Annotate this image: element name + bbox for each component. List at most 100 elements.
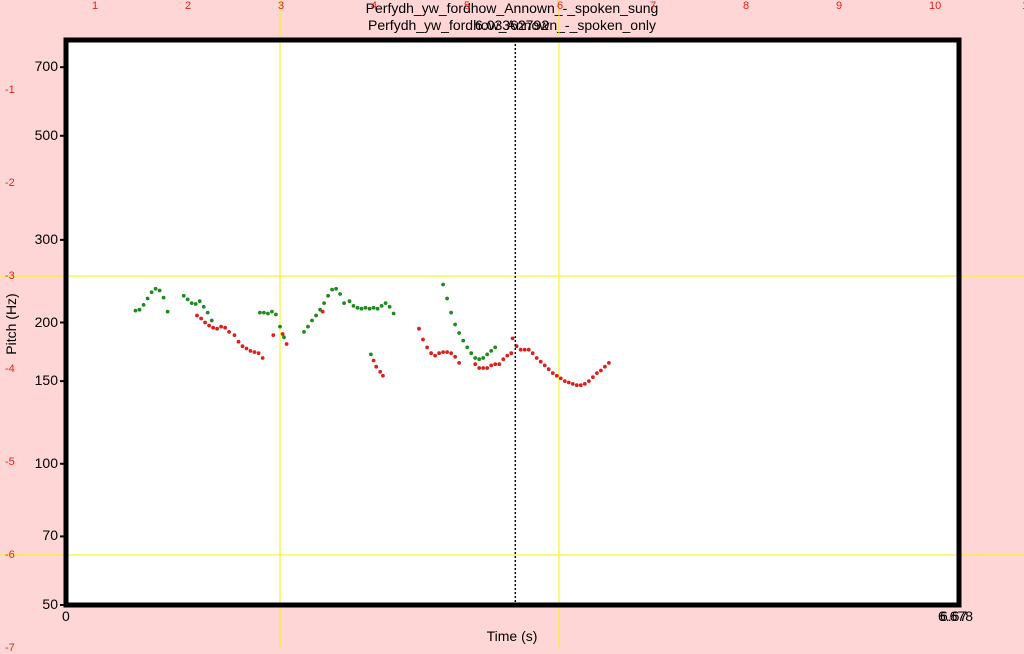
- pitch-point: [274, 312, 278, 317]
- pitch-point: [371, 305, 376, 310]
- pitch-point: [542, 363, 547, 368]
- pitch-point: [252, 350, 257, 354]
- pitch-point: [526, 347, 531, 352]
- pitch-point: [310, 318, 314, 323]
- pitch-point: [441, 282, 445, 287]
- y-ticks-layer: [60, 66, 66, 606]
- pitch-point: [258, 310, 262, 315]
- pitch-point: [578, 383, 583, 388]
- pitch-point: [562, 379, 567, 383]
- pitch-point: [453, 354, 457, 359]
- top-ruler-tick: 8: [743, 0, 750, 12]
- pitch-point: [236, 339, 241, 344]
- pitch-point: [161, 295, 166, 300]
- pitch-point: [347, 299, 352, 304]
- pitch-point: [449, 310, 453, 315]
- pitch-point: [195, 313, 199, 318]
- pitch-point: [209, 318, 214, 323]
- pitch-point: [193, 302, 198, 306]
- x-tick-label-start: 0: [62, 608, 70, 624]
- pitch-point: [421, 337, 425, 342]
- pitch-point: [227, 330, 232, 334]
- pitch-point: [518, 347, 523, 352]
- pitch-point: [334, 286, 338, 291]
- pitch-point: [271, 333, 276, 337]
- pitch-point: [351, 304, 356, 308]
- pitch-point: [280, 332, 285, 336]
- pitch-point: [189, 301, 194, 305]
- pitch-point: [481, 366, 486, 370]
- points-layer: [133, 282, 611, 388]
- y-axis-title: Pitch (Hz): [3, 293, 19, 355]
- top-ruler-tick: 3: [278, 0, 285, 12]
- pitch-point: [566, 380, 571, 385]
- pitch-point: [587, 379, 591, 383]
- top-ruler-tick: 1: [92, 0, 99, 12]
- pitch-point: [359, 306, 364, 311]
- pitch-point: [326, 293, 330, 298]
- pitch-point: [378, 369, 383, 374]
- pitch-point: [510, 336, 515, 341]
- pitch-point: [201, 304, 206, 309]
- pitch-point: [599, 368, 603, 373]
- x-tick-label-end: 6.67: [940, 608, 968, 624]
- pitch-point: [485, 352, 490, 357]
- pitch-point: [330, 287, 334, 292]
- pitch-point: [314, 313, 318, 318]
- left-ruler-tick: -3: [5, 270, 15, 282]
- pitch-point: [445, 350, 449, 354]
- pitch-point: [137, 307, 142, 312]
- pitch-point: [248, 349, 253, 353]
- pitch-point: [157, 288, 162, 293]
- pitch-point: [481, 356, 486, 360]
- pitch-point: [538, 359, 543, 364]
- pitch-point: [493, 345, 498, 350]
- pitch-point: [437, 351, 441, 356]
- left-ruler-tick: -4: [5, 363, 15, 375]
- left-ruler-tick: -7: [5, 642, 15, 654]
- title-line-spoken: Perfydh_yw_fordhow_Annown_-_spoken_only: [368, 17, 656, 33]
- pitch-point: [453, 322, 457, 327]
- pitch-point: [574, 383, 579, 388]
- pitch-point: [284, 342, 289, 346]
- pitch-point: [554, 373, 559, 378]
- pitch-point: [546, 367, 551, 372]
- pitch-point: [417, 326, 421, 331]
- pitch-point: [457, 331, 461, 335]
- pitch-point: [211, 325, 216, 330]
- pitch-point: [282, 335, 286, 340]
- pitch-point: [322, 301, 326, 305]
- pitch-point: [534, 356, 539, 360]
- pitch-point: [550, 371, 555, 375]
- pitch-point: [363, 305, 368, 310]
- top-ruler-tick: 2: [185, 0, 192, 12]
- y-tick-label: 500: [34, 126, 58, 143]
- x-axis-title: Time (s): [486, 628, 538, 644]
- title-line-sung: Perfydh_yw_fordhow_Annown_-_spoken_sung: [365, 0, 659, 16]
- pitch-point: [530, 351, 535, 356]
- pitch-point: [369, 352, 373, 357]
- pitch-point: [383, 301, 388, 305]
- pitch-point: [381, 373, 385, 378]
- pitch-point: [477, 366, 482, 370]
- pitch-point: [461, 338, 466, 343]
- pitch-point: [149, 290, 154, 295]
- pitch-point: [199, 316, 204, 321]
- pitch-point: [473, 362, 478, 367]
- pitch-point: [203, 320, 208, 325]
- pitch-point: [595, 371, 599, 375]
- pitch-point: [133, 308, 138, 313]
- pitch-point: [570, 382, 575, 386]
- pitch-point: [375, 306, 380, 311]
- pitch-point: [473, 356, 478, 360]
- pitch-point: [185, 297, 190, 302]
- top-ruler-tick: 9: [836, 0, 843, 12]
- pitch-point: [469, 351, 474, 356]
- pitch-point: [391, 311, 396, 316]
- pitch-point: [493, 362, 498, 367]
- pitch-point: [445, 296, 449, 301]
- pitch-point: [433, 353, 437, 358]
- pitch-point: [141, 303, 146, 307]
- pitch-point: [260, 356, 265, 360]
